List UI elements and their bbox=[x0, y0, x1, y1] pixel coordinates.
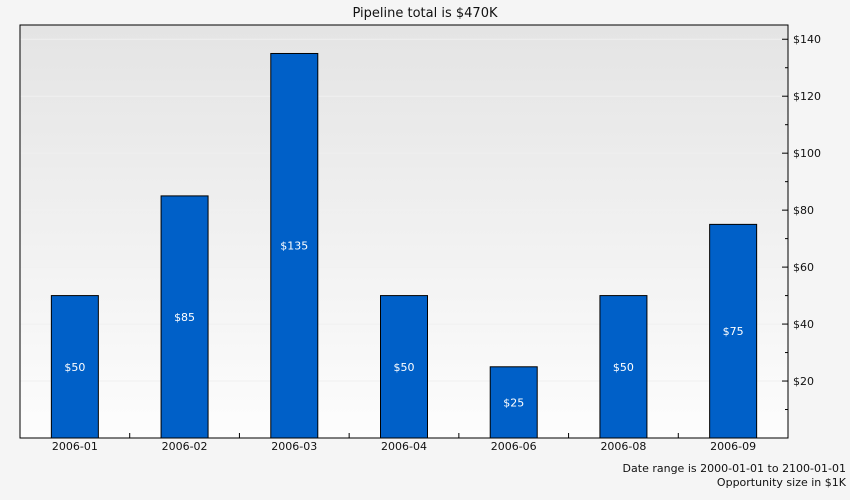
data-label: $75 bbox=[723, 325, 744, 338]
data-label: $135 bbox=[280, 240, 308, 253]
y-tick-label: $80 bbox=[793, 204, 814, 217]
data-label: $50 bbox=[394, 361, 415, 374]
data-label: $85 bbox=[174, 311, 195, 324]
y-tick-label: $20 bbox=[793, 375, 814, 388]
data-label: $25 bbox=[503, 396, 524, 409]
y-tick-label: $40 bbox=[793, 318, 814, 331]
y-tick-label: $120 bbox=[793, 90, 821, 103]
chart-title: Pipeline total is $470K bbox=[352, 6, 498, 21]
bar bbox=[709, 223, 758, 439]
opportunity-size-note: Opportunity size in $1K bbox=[716, 476, 846, 489]
bar bbox=[599, 295, 648, 439]
date-range-note: Date range is 2000-01-01 to 2100-01-01 bbox=[622, 462, 846, 475]
plot-frame bbox=[19, 24, 789, 439]
x-tick-label: 2006-06 bbox=[491, 440, 537, 453]
x-tick-label: 2006-04 bbox=[381, 440, 427, 453]
bar bbox=[489, 366, 538, 439]
bar bbox=[50, 295, 99, 439]
x-tick-label: 2006-03 bbox=[271, 440, 317, 453]
x-tick-label: 2006-09 bbox=[710, 440, 756, 453]
y-tick-label: $100 bbox=[793, 147, 821, 160]
x-tick-label: 2006-02 bbox=[162, 440, 208, 453]
y-tick-label: $140 bbox=[793, 33, 821, 46]
y-tick-label: $60 bbox=[793, 261, 814, 274]
bar bbox=[380, 295, 428, 439]
x-tick-label: 2006-01 bbox=[52, 440, 98, 453]
axes: 2006-01 2006-02 2006-03 2006-04 2006-06 2006-… bbox=[19, 24, 821, 453]
bars: $50 $85 $135 $50 $25 $50 $75 bbox=[50, 52, 758, 439]
x-tick-label: 2006-08 bbox=[600, 440, 646, 453]
data-label: $50 bbox=[64, 361, 85, 374]
data-label: $50 bbox=[613, 361, 634, 374]
